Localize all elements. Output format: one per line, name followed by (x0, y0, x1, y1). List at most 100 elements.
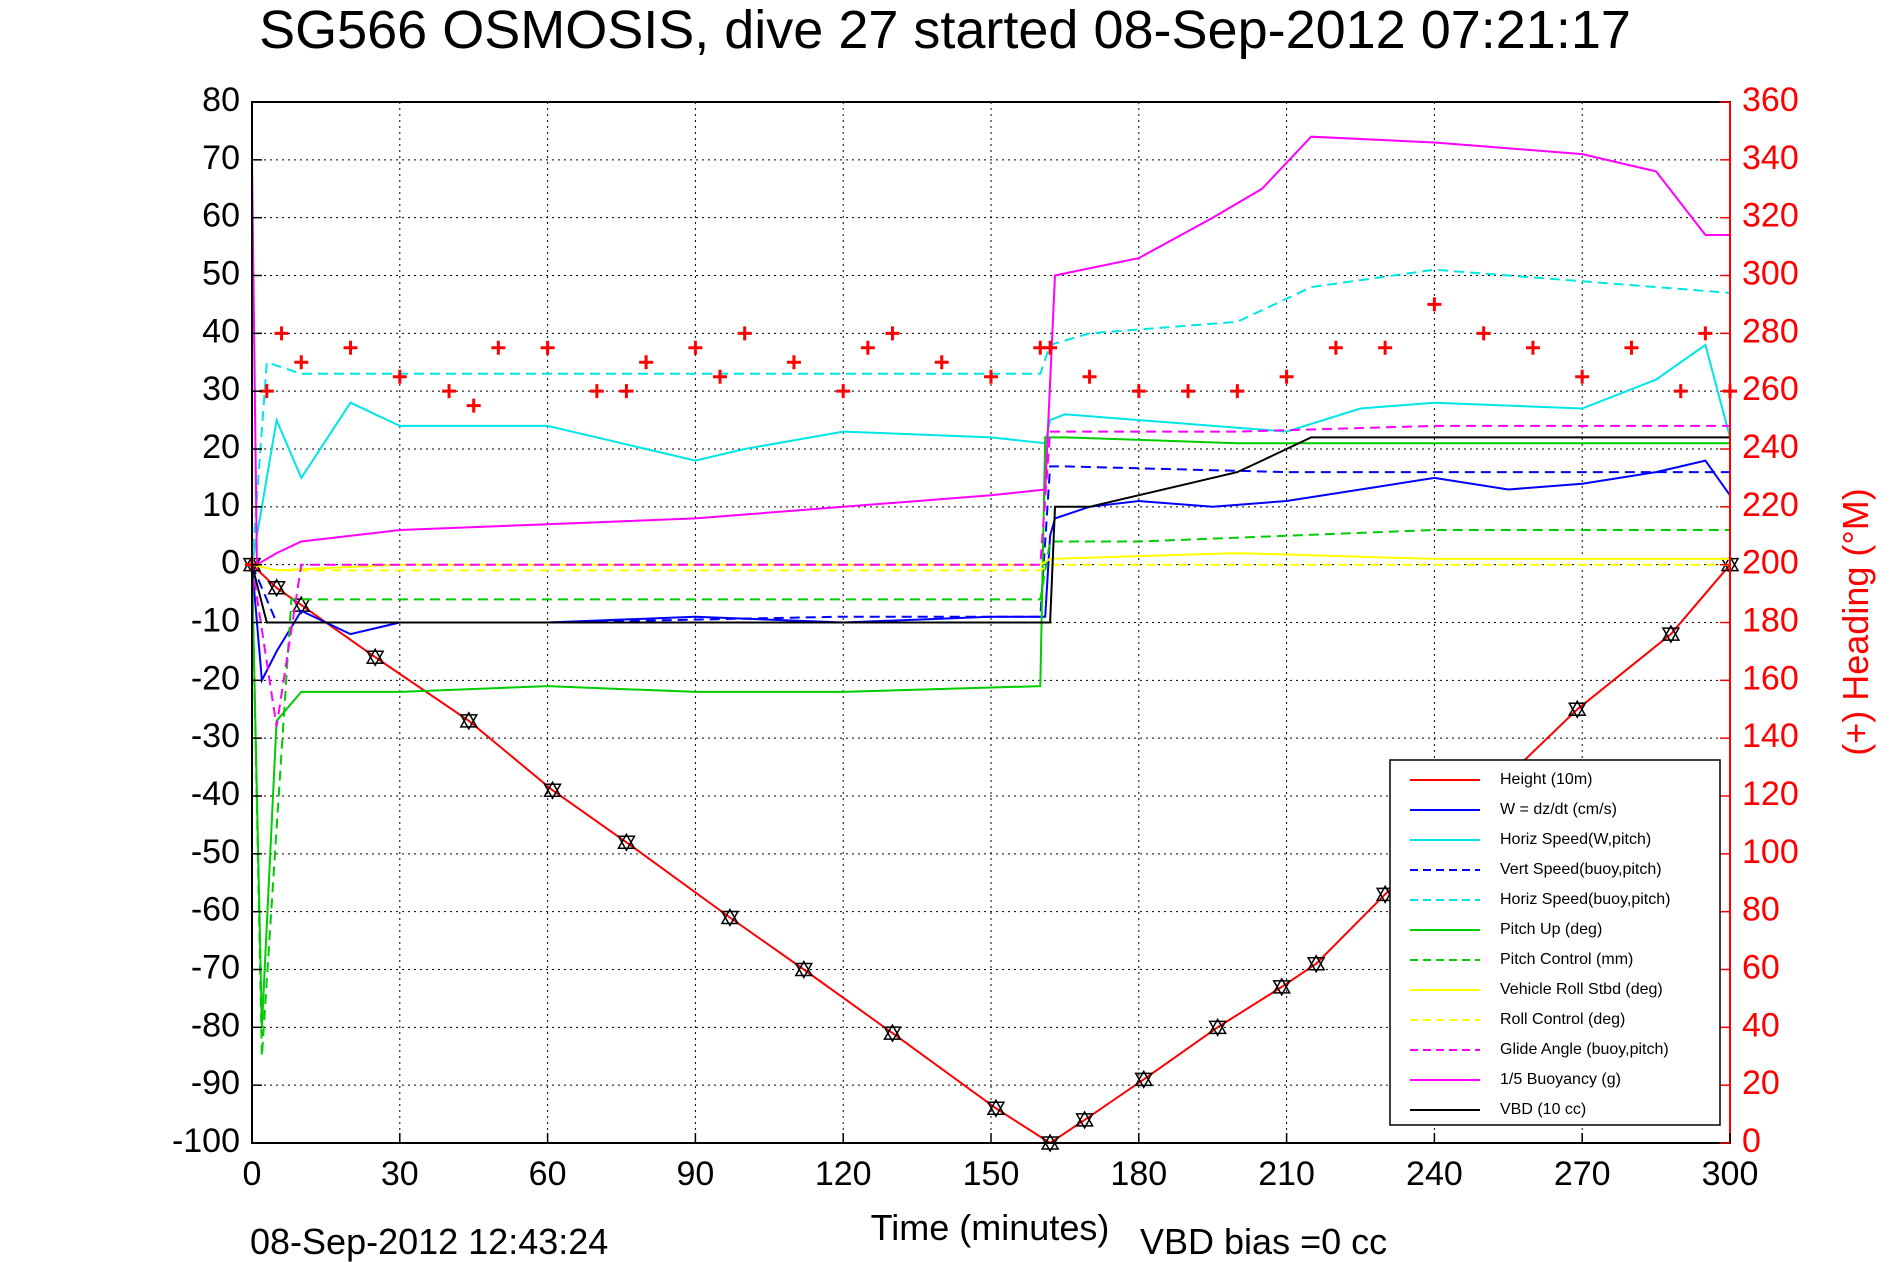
series-line (251, 529, 1730, 1057)
height-marker (1075, 1113, 1094, 1130)
height-marker (543, 783, 562, 800)
x-tick-label: 270 (1554, 1155, 1611, 1193)
legend-label: Glide Angle (buoy,pitch) (1500, 1041, 1669, 1058)
heading-point (259, 384, 274, 399)
height-marker (617, 835, 636, 852)
height-marker (720, 907, 740, 925)
x-tick-label: 90 (676, 1155, 714, 1193)
y-tick-label: 50 (202, 254, 240, 292)
heading-point (786, 355, 801, 370)
heading-point (1525, 340, 1540, 355)
series-line (251, 135, 1730, 567)
heading-point (1673, 384, 1688, 399)
y-tick-label: -10 (191, 601, 240, 639)
x-tick-label: 150 (963, 1155, 1020, 1193)
y-tick-label: 70 (202, 139, 240, 177)
heading-point (619, 384, 634, 399)
y2-tick-label: 300 (1742, 254, 1799, 292)
heading-point (1131, 384, 1146, 399)
heading-point (885, 326, 900, 341)
y2-tick-label: 280 (1742, 312, 1799, 350)
y2-tick-label: 180 (1742, 601, 1799, 639)
series-line (251, 563, 1730, 572)
series-1-5-buoyancy-g (251, 135, 1730, 567)
height-marker (459, 711, 479, 728)
series-w-dz-dt-cm-s (251, 459, 1731, 684)
legend-label: 1/5 Buoyancy (g) (1500, 1071, 1621, 1088)
x-tick-label: 120 (815, 1155, 872, 1193)
y2-tick-label: 220 (1742, 486, 1799, 524)
y2-tick-label: 360 (1742, 81, 1799, 119)
heading-point (860, 340, 875, 355)
heading-point (294, 355, 309, 370)
height-marker (365, 650, 385, 667)
x-tick-label: 60 (529, 1155, 567, 1193)
heading-point (392, 369, 407, 384)
y2-tick-label: 40 (1742, 1006, 1780, 1044)
series-line (251, 436, 1730, 1028)
heading-point (466, 398, 481, 413)
height-marker (883, 1023, 902, 1040)
y2-tick-label: 0 (1742, 1122, 1761, 1160)
footer-timestamp: 08-Sep-2012 12:43:24 (250, 1221, 608, 1262)
legend-label: Height (10m) (1500, 771, 1592, 788)
legend-label: Vert Speed(buoy,pitch) (1500, 861, 1662, 878)
legend-label: Pitch Up (deg) (1500, 921, 1602, 938)
y-tick-label: 60 (202, 197, 240, 235)
heading-point (1698, 326, 1713, 341)
y2-tick-label: 20 (1742, 1064, 1780, 1102)
y-tick-label: -90 (191, 1064, 240, 1102)
legend-label: Horiz Speed(buoy,pitch) (1500, 891, 1670, 908)
height-marker (1134, 1072, 1154, 1089)
y-tick-label: 40 (202, 312, 240, 350)
heading-point (713, 369, 728, 384)
heading-point (688, 340, 703, 355)
y2-tick-label: 100 (1742, 833, 1799, 871)
heading-point (1427, 297, 1442, 312)
y-tick-label: -60 (191, 891, 240, 929)
height-marker (1306, 956, 1326, 974)
height-marker (1134, 1069, 1154, 1087)
height-marker (794, 962, 814, 980)
y2-tick-label: 200 (1742, 544, 1799, 582)
heading-point (1328, 340, 1343, 355)
heading-point (491, 340, 506, 355)
y-tick-label: 0 (221, 544, 240, 582)
height-marker (267, 578, 286, 595)
height-marker (883, 1026, 902, 1043)
height-marker (1075, 1110, 1094, 1127)
heading-point (639, 355, 654, 370)
heading-point (589, 384, 604, 399)
legend-label: VBD (10 cc) (1500, 1101, 1586, 1118)
y-tick-label: 30 (202, 370, 240, 408)
series-roll-control-deg (251, 563, 1730, 572)
heading-point (1624, 340, 1639, 355)
heading-point (442, 384, 457, 399)
heading-point (1230, 384, 1245, 399)
height-marker (986, 1098, 1006, 1116)
footer-vbd-bias: VBD bias =0 cc (1140, 1221, 1387, 1262)
x-tick-label: 0 (243, 1155, 262, 1193)
height-marker (365, 647, 385, 664)
y-tick-label: -30 (191, 717, 240, 755)
x-tick-label: 210 (1258, 1155, 1315, 1193)
series-vbd-10-cc (251, 436, 1730, 624)
y2-tick-label: 60 (1742, 948, 1780, 986)
tick-layer: 0 30 60 90 120 150 180 210 240 270 300807060504030… (172, 81, 1799, 1193)
legend-label: W = dz/dt (cm/s) (1500, 801, 1617, 818)
legend: Height (10m) W = dz/dt (cm/s) Horiz Speed(… (1389, 759, 1721, 1126)
series-line (251, 459, 1731, 684)
heading-point (836, 384, 851, 399)
heading-point (1575, 369, 1590, 384)
y2-tick-label: 340 (1742, 139, 1799, 177)
height-marker (1375, 884, 1395, 902)
legend-label: Pitch Control (mm) (1500, 951, 1633, 968)
height-marker (291, 598, 311, 615)
heading-point (1082, 369, 1097, 384)
y-tick-label: -50 (191, 833, 240, 871)
heading-point (1279, 369, 1294, 384)
heading-point (737, 326, 752, 341)
chart-title: SG566 OSMOSIS, dive 27 started 08-Sep-20… (259, 0, 1631, 60)
x-axis-label: Time (minutes) (871, 1207, 1110, 1248)
